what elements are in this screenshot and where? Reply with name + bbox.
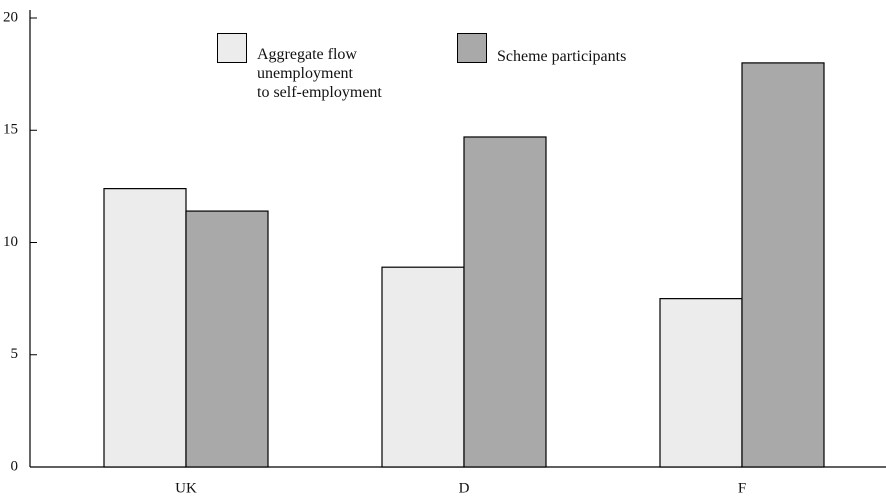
y-tick-label: 10 [3, 234, 18, 250]
bar [659, 298, 743, 468]
x-tick-label: UK [175, 480, 197, 496]
legend-label: Scheme participants [497, 48, 627, 65]
legend-swatch [457, 33, 487, 63]
y-tick-label: 20 [3, 9, 18, 25]
y-tick-label: 5 [11, 346, 19, 362]
y-tick-label: 0 [11, 458, 19, 474]
bar [381, 266, 465, 468]
legend-label: Aggregate flow unemployment to self-empl… [257, 46, 382, 101]
bar [463, 136, 547, 468]
x-tick-label: D [459, 480, 470, 496]
bar [741, 62, 825, 468]
bar [185, 210, 269, 468]
x-tick-label: F [738, 480, 746, 496]
bar [103, 188, 187, 468]
legend-swatch [217, 33, 247, 63]
y-tick-label: 15 [3, 122, 18, 138]
